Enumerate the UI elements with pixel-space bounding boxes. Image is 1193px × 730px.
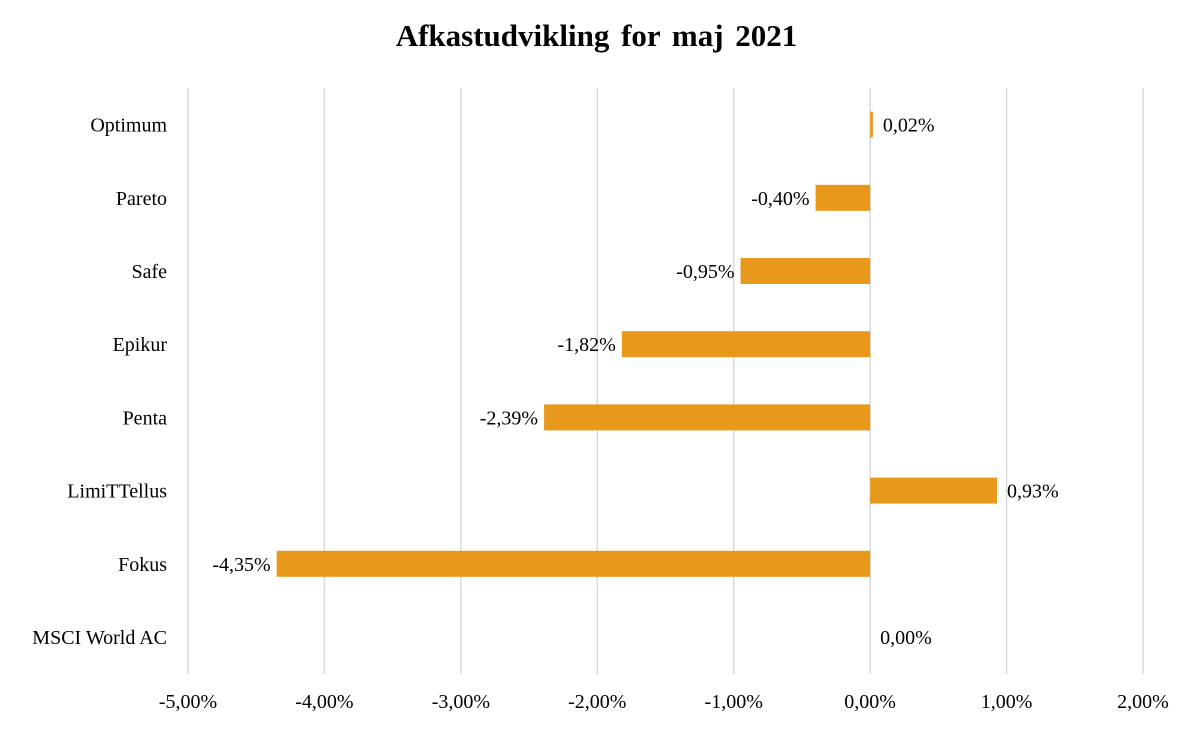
x-tick-label: -4,00%	[295, 691, 353, 713]
category-label: Safe	[131, 261, 167, 283]
category-label: Epikur	[113, 334, 168, 356]
x-tick-label: -3,00%	[432, 691, 490, 713]
category-label: Optimum	[90, 115, 167, 137]
x-tick-label: 1,00%	[981, 691, 1033, 713]
bar	[870, 477, 998, 504]
gridlines	[187, 88, 1144, 674]
data-label: -0,95%	[676, 261, 734, 283]
bar	[740, 258, 871, 284]
data-label: -4,35%	[212, 554, 270, 576]
category-label: LimiTTellus	[67, 481, 167, 503]
data-label: -2,39%	[480, 407, 538, 429]
bars	[276, 111, 998, 577]
x-tick-label: 2,00%	[1117, 691, 1169, 713]
category-label: MSCI World AC	[32, 627, 167, 649]
bar	[621, 331, 871, 358]
x-tick-label: 0,00%	[844, 691, 896, 713]
bar	[544, 404, 871, 431]
data-label: -1,82%	[558, 334, 616, 356]
category-label: Penta	[123, 407, 168, 429]
data-label: 0,02%	[883, 115, 935, 137]
category-label: Pareto	[116, 188, 167, 210]
data-label: 0,93%	[1007, 481, 1059, 503]
category-labels: Optimum Pareto Safe Epikur Penta LimiTTellus F…	[32, 115, 167, 649]
x-tick-label: -2,00%	[568, 691, 626, 713]
data-label: -0,40%	[751, 188, 809, 210]
bar	[870, 111, 873, 138]
category-label: Fokus	[118, 554, 167, 576]
chart-title: Afkastudvikling for maj 2021	[395, 18, 798, 53]
data-label: 0,00%	[880, 627, 932, 649]
data-labels: 0,02% -0,40% -0,95% -1,82% -2,39% 0,93% -4,35%…	[212, 115, 1058, 649]
x-tick-label: -5,00%	[159, 691, 217, 713]
x-tick-labels: -5,00% -4,00% -3,00% -2,00% -1,00% 0,00% 1,00%…	[159, 691, 1169, 713]
x-tick-label: -1,00%	[705, 691, 763, 713]
bar	[815, 184, 871, 211]
bar	[276, 550, 871, 577]
